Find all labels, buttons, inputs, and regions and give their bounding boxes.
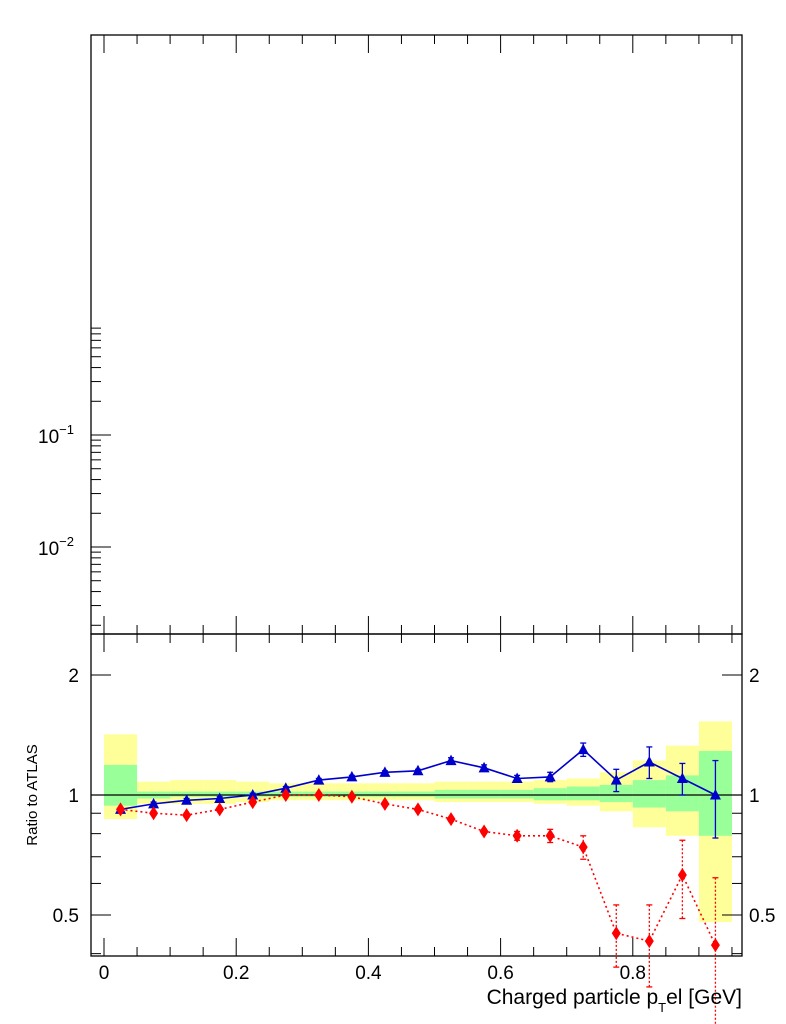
ratio-y-tick-label-right: 2 [749, 666, 760, 687]
ratio-x-tick-label: 0.4 [355, 963, 382, 984]
diamond-marker [710, 938, 720, 953]
stat-uncertainty-band-bin [401, 791, 435, 797]
triangle-marker [280, 782, 292, 793]
stat-uncertainty-band-bin [104, 764, 138, 806]
stat-uncertainty-band-bin [599, 784, 633, 803]
diamond-marker [248, 795, 258, 810]
diamond-marker [545, 828, 555, 843]
diamond-marker [644, 934, 654, 949]
triangle-marker [346, 770, 358, 782]
triangle-marker [643, 755, 655, 767]
ratio-y-tick-label: 0.5 [53, 906, 79, 927]
ratio-panel: 0.5 0.5 1 1 2 2 0 0.2 0.4 0.6 0.8 [53, 633, 775, 1024]
ratio-x-tick-label: 0.6 [487, 963, 513, 984]
stat-uncertainty-band-bin [566, 786, 600, 801]
diamond-marker [149, 806, 159, 821]
stat-uncertainty-band-bin [467, 789, 501, 799]
triangle-marker [511, 772, 523, 783]
ratio-y-axis-title: Ratio to ATLAS [24, 744, 41, 845]
triangle-marker [709, 789, 721, 800]
ratio-y-tick-label: 2 [68, 666, 79, 687]
diamond-marker [413, 802, 423, 817]
triangle-marker [379, 766, 391, 777]
diamond-marker [215, 802, 225, 817]
diamond-marker [677, 867, 687, 882]
triangle-marker [313, 774, 325, 785]
ratio-x-tick-label: 0.2 [223, 963, 249, 984]
diamond-marker [281, 788, 291, 802]
triangle-marker [544, 770, 556, 782]
upper-y-tick-label: 10−2 [38, 534, 74, 560]
triangle-marker [577, 743, 589, 755]
triangle-marker [412, 764, 424, 776]
diamond-marker [314, 788, 324, 802]
stat-uncertainty-band-bin [500, 789, 534, 799]
diamond-marker [479, 824, 489, 839]
x-axis-title: Charged particle pTel [GeV] [487, 986, 742, 1015]
triangle-marker [247, 789, 259, 800]
upper-y-tick-label: 10−1 [38, 422, 74, 448]
stat-uncertainty-band-bin [533, 788, 567, 801]
triangle-marker [181, 794, 193, 805]
triangle-marker [148, 797, 160, 809]
triangle-marker [610, 774, 622, 785]
stat-uncertainty-band-bin [368, 791, 402, 797]
diamond-marker [578, 840, 588, 855]
ratio-x-tick-label: 0 [99, 963, 110, 984]
upper-panel: 10−1 10−2 [38, 34, 743, 635]
diamond-marker [116, 802, 126, 817]
diamond-marker [512, 828, 522, 843]
diamond-marker [182, 808, 192, 823]
upper-frame [90, 34, 743, 635]
triangle-marker [478, 761, 490, 773]
series-line-diamond [120, 794, 717, 946]
ratio-x-tick-label: 0.8 [620, 963, 646, 984]
triangle-marker [676, 772, 688, 783]
stat-uncertainty-band-bin [434, 789, 468, 799]
ratio-y-tick-label: 1 [68, 786, 79, 807]
stat-uncertainty-band-bin [170, 791, 204, 797]
stat-uncertainty-band-bin [632, 780, 666, 808]
diamond-marker [347, 789, 357, 804]
ratio-y-tick-label-right: 0.5 [749, 906, 775, 927]
diamond-marker [380, 796, 390, 811]
triangle-marker [445, 754, 457, 766]
ratio-y-tick-label-right: 1 [749, 786, 760, 807]
triangle-marker [214, 792, 226, 803]
diamond-marker [611, 926, 621, 941]
diamond-marker [446, 812, 456, 827]
